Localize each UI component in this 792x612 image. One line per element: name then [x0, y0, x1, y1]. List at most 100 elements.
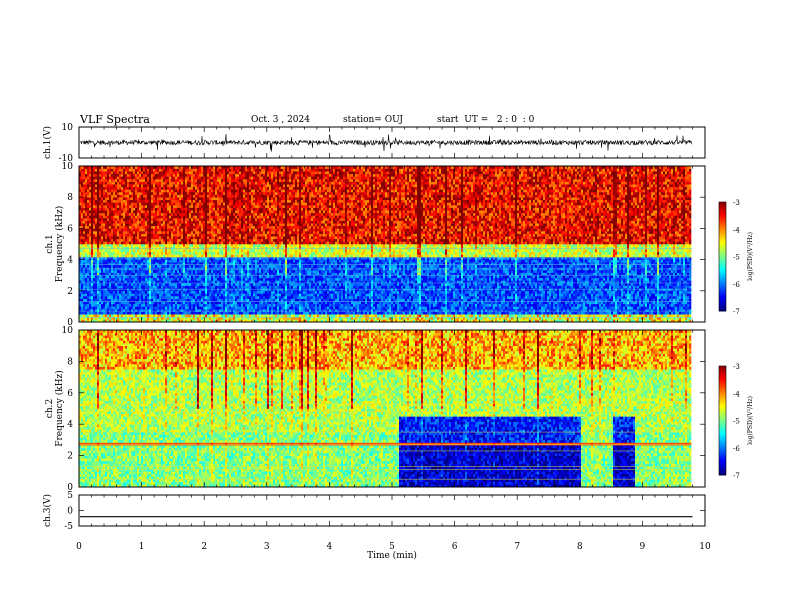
spectrogram-cell — [123, 262, 125, 265]
spectrogram-cell — [85, 257, 87, 260]
spectrogram-cell — [145, 288, 147, 291]
spectrogram-cell — [127, 299, 129, 302]
spectrogram-cell — [159, 299, 161, 302]
spectrogram-cell — [131, 270, 133, 273]
spectrogram-cell — [91, 254, 93, 257]
spectrogram-cell — [183, 262, 185, 265]
spectrogram-cell — [109, 169, 111, 172]
spectrogram-cell — [105, 257, 107, 260]
spectrogram-cell — [129, 171, 131, 174]
spectrogram-cell — [93, 252, 95, 255]
spectrogram-cell — [157, 174, 159, 177]
spectrogram-cell — [143, 309, 145, 312]
spectrogram-cell — [165, 275, 167, 278]
spectrogram-cell — [163, 228, 165, 231]
spectrogram-cell — [115, 265, 117, 268]
spectrogram-cell — [185, 202, 187, 205]
spectrogram-cell — [143, 299, 145, 302]
spectrogram-cell — [187, 312, 189, 315]
spectrogram-cell — [181, 171, 183, 174]
spectrogram-cell — [99, 202, 101, 205]
spectrogram-cell — [83, 299, 85, 302]
spectrogram-cell — [159, 296, 161, 299]
spectrogram-cell — [81, 314, 83, 317]
spectrogram-cell — [173, 304, 175, 307]
spectrogram-cell — [145, 234, 147, 237]
spectrogram-cell — [127, 312, 129, 315]
spectrogram-cell — [107, 270, 109, 273]
spectrogram-cell — [177, 309, 179, 312]
spectrogram-cell — [143, 187, 145, 190]
spectrogram-cell — [183, 275, 185, 278]
spectrogram-cell — [173, 239, 175, 242]
spectrogram-cell — [185, 195, 187, 198]
spectrogram-cell — [127, 288, 129, 291]
spectrogram-cell — [85, 314, 87, 317]
spectrogram-cell — [101, 169, 103, 172]
spectrogram-cell — [169, 252, 171, 255]
spectrogram-cell — [165, 306, 167, 309]
spectrogram-cell — [125, 202, 127, 205]
spectrogram-cell — [155, 223, 157, 226]
spectrogram-cell — [145, 304, 147, 307]
spectrogram-cell — [151, 278, 153, 281]
spectrogram-cell — [119, 174, 121, 177]
spectrogram-cell — [135, 195, 137, 198]
spectrogram-cell — [145, 262, 147, 265]
spectrogram-cell — [105, 260, 107, 263]
spectrogram-cell — [167, 252, 169, 255]
spectrogram-cell — [91, 218, 93, 221]
spectrogram-cell — [143, 179, 145, 182]
spectrogram-cell — [155, 192, 157, 195]
spectrogram-cell — [183, 171, 185, 174]
spectrogram-cell — [139, 169, 141, 172]
spectrogram-cell — [141, 239, 143, 242]
spectrogram-cell — [105, 247, 107, 250]
spectrogram-cell — [161, 205, 163, 208]
spectrogram-cell — [135, 312, 137, 315]
spectrogram-cell — [123, 288, 125, 291]
spectrogram-cell — [167, 291, 169, 294]
spectrogram-cell — [177, 218, 179, 221]
spectrogram-cell — [97, 306, 99, 309]
spectrogram-cell — [91, 257, 93, 260]
spectrogram-cell — [143, 171, 145, 174]
spectrogram-cell — [161, 241, 163, 244]
spectrogram-cell — [163, 215, 165, 218]
spectrogram-cell — [119, 197, 121, 200]
spectrogram-cell — [129, 184, 131, 187]
spectrogram-cell — [181, 239, 183, 242]
spectrogram-cell — [87, 260, 89, 263]
spectrogram-cell — [135, 299, 137, 302]
spectrogram-cell — [89, 299, 91, 302]
spectrogram-cell — [107, 182, 109, 185]
spectrogram-cell — [137, 218, 139, 221]
spectrogram-cell — [149, 174, 151, 177]
spectrogram-cell — [171, 309, 173, 312]
spectrogram-cell — [135, 265, 137, 268]
spectrogram-cell — [133, 260, 135, 263]
spectrogram-cell — [177, 278, 179, 281]
spectrogram-cell — [165, 179, 167, 182]
spectrogram-cell — [113, 252, 115, 255]
spectrogram-cell — [109, 252, 111, 255]
spectrogram-cell — [119, 247, 121, 250]
spectrogram-cell — [93, 283, 95, 286]
spectrogram-cell — [129, 174, 131, 177]
spectrogram-cell — [127, 184, 129, 187]
spectrogram-cell — [115, 262, 117, 265]
spectrogram-cell — [91, 174, 93, 177]
spectrogram-cell — [145, 182, 147, 185]
spectrogram-cell — [157, 226, 159, 229]
spectrogram-cell — [151, 247, 153, 250]
spectrogram-cell — [167, 208, 169, 211]
spectrogram-cell — [177, 283, 179, 286]
spectrogram-cell — [131, 213, 133, 216]
spectrogram-cell — [131, 278, 133, 281]
spectrogram-cell — [93, 304, 95, 307]
spectrogram-cell — [111, 306, 113, 309]
spectrogram-cell — [91, 171, 93, 174]
spectrogram-cell — [121, 182, 123, 185]
spectrogram-cell — [137, 249, 139, 252]
spectrogram-cell — [177, 249, 179, 252]
